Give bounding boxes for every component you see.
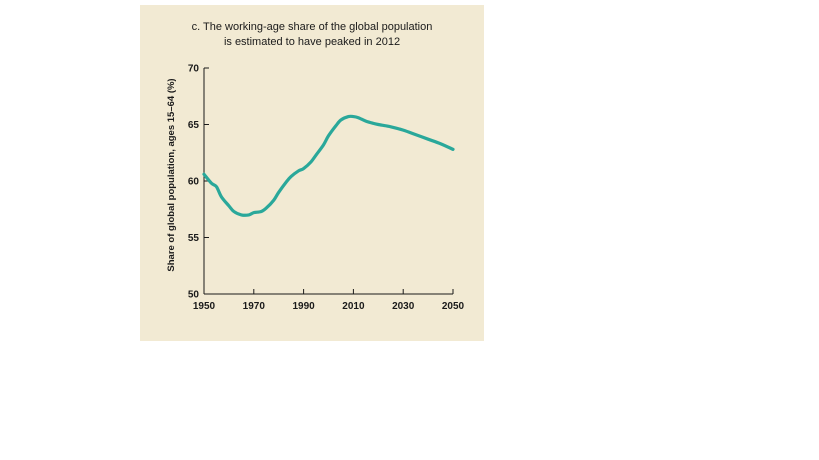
- chart-title: c. The working-age share of the global p…: [140, 20, 484, 50]
- chart-panel: c. The working-age share of the global p…: [140, 5, 484, 341]
- x-tick-label: 2010: [342, 301, 365, 312]
- chart-title-line-2: is estimated to have peaked in 2012: [223, 36, 401, 48]
- y-axis: 50 55 60 65 70: [188, 64, 209, 301]
- x-tick-label: 1950: [193, 301, 216, 312]
- y-tick-label: 70: [188, 64, 200, 75]
- line-chart: 50 55 60 65 70 1950 1970 1990 2010 2030 2050 Shar…: [166, 64, 465, 313]
- x-tick-label: 2030: [392, 301, 415, 312]
- series-group: [202, 114, 455, 217]
- x-axis: 1950 1970 1990 2010 2030 2050: [193, 289, 465, 312]
- y-axis-label: Share of global population, ages 15–64 (…: [166, 78, 177, 271]
- x-tick-label: 1990: [292, 301, 315, 312]
- x-tick-label: 1970: [243, 301, 266, 312]
- y-tick-label: 60: [188, 177, 200, 188]
- chart-title-line-1: c. The working-age share of the global p…: [191, 21, 433, 33]
- y-tick-label: 65: [188, 120, 200, 131]
- x-tick-label: 2050: [442, 301, 465, 312]
- y-tick-label: 50: [188, 290, 200, 301]
- series-line: [202, 114, 455, 217]
- y-tick-label: 55: [188, 233, 200, 244]
